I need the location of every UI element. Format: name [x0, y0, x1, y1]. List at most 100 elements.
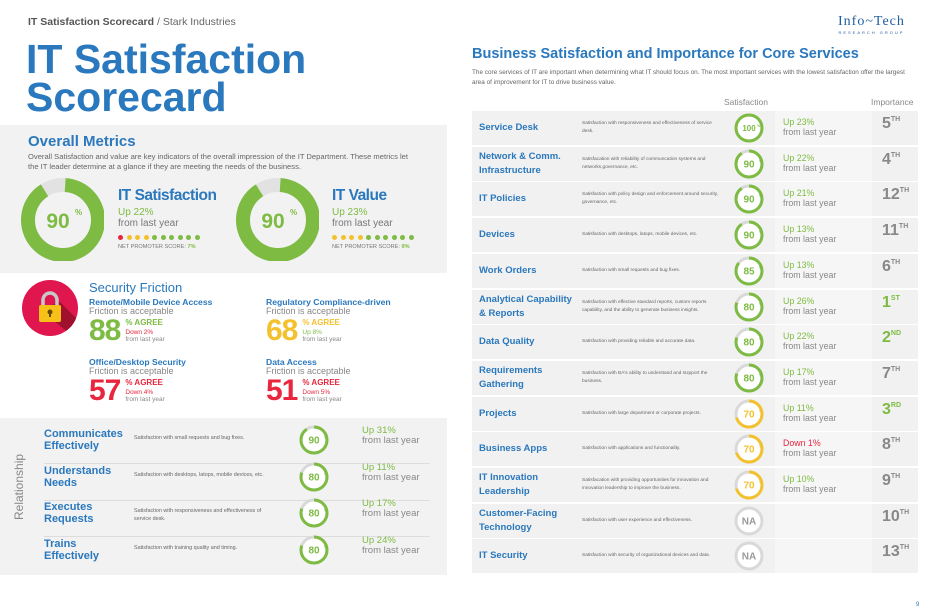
rank-suffix: ST	[890, 294, 900, 302]
service-change: Up 22% from last year	[783, 153, 836, 173]
rank-suffix: ND	[890, 330, 902, 338]
friction-item: Office/Desktop Security Friction is acce…	[89, 357, 259, 406]
percent-sign: %	[757, 124, 761, 128]
nps-dot	[340, 235, 346, 240]
satisfaction-gauge: 90%	[734, 184, 764, 214]
services-heading: Business Satisfaction and Importance for…	[472, 46, 859, 62]
friction-value: 51	[266, 374, 298, 407]
rank-suffix: TH	[899, 187, 910, 195]
friction-status: Friction is acceptable	[89, 306, 174, 316]
percent-sign: %	[324, 544, 328, 549]
nps-dot	[408, 235, 414, 240]
nps-dot	[332, 235, 337, 240]
row-name: Trains Effectively	[44, 537, 100, 562]
metric-from: from last year	[332, 218, 393, 229]
relationship-row: Communicates Effectively Satisfaction wi…	[44, 425, 430, 464]
change-from: from last year	[783, 448, 837, 459]
nps: NET PROMOTER SCORE: 7%	[118, 244, 238, 250]
change-from: from last year	[362, 508, 420, 519]
change-text: Up 22%	[783, 152, 815, 163]
change-from: from last year	[362, 435, 420, 446]
relationship-row: Executes Requests Satisfaction with resp…	[44, 498, 430, 537]
overall-metrics-heading: Overall Metrics	[28, 133, 136, 150]
nps-dot	[126, 235, 132, 240]
security-friction-heading: Security Friction	[89, 280, 183, 295]
service-row: Devices Satisfaction with desktops, lato…	[472, 218, 918, 253]
gauge-value: 70	[743, 445, 755, 456]
change-text: Up 21%	[783, 188, 815, 199]
friction-agree: % AGREE	[125, 318, 163, 327]
friction-from: from last year	[125, 336, 165, 343]
relationship-row: Understands Needs Satisfaction with desk…	[44, 462, 430, 501]
gauge-arc	[734, 184, 764, 214]
percent-sign: %	[759, 265, 763, 270]
service-name: Requirements Gathering	[479, 364, 543, 390]
satisfaction-gauge: NA	[734, 506, 764, 536]
gauge-value: 80	[743, 373, 755, 384]
nps-label: NET PROMOTER SCORE:	[332, 244, 402, 250]
service-change: Up 21% from last year	[783, 188, 836, 208]
satisfaction-gauge: 80%	[734, 292, 764, 321]
metric-change: Up 22%	[118, 207, 154, 218]
gauge-value: 90	[308, 436, 320, 447]
friction-value: 88	[89, 314, 121, 347]
importance-rank: 10TH	[882, 508, 909, 526]
nps-dot	[400, 235, 405, 240]
info-tech-logo: Info~Tech RESEARCH GROUP	[838, 14, 905, 35]
gauge-value: 70	[743, 481, 755, 492]
nps-value: 7%	[187, 244, 196, 250]
change-from: from last year	[783, 269, 837, 280]
gauge-arc	[734, 470, 764, 500]
service-description: Satisfaction with large department or co…	[582, 410, 701, 416]
metric-1: IT Value Up 23% from last year NET PROMO…	[332, 187, 452, 250]
service-change: Up 10% from last year	[783, 474, 836, 494]
service-name: Work Orders	[479, 264, 537, 276]
rank-number: 3	[882, 400, 891, 418]
nps-dot	[383, 235, 388, 240]
service-change: Up 22% from last year	[783, 331, 836, 351]
friction-item: Regulatory Compliance-driven Friction is…	[266, 297, 436, 346]
change-from: from last year	[783, 412, 837, 423]
metric-title: IT Satisfaction	[118, 187, 217, 204]
friction-item: Remote/Mobile Device Access Friction is …	[89, 297, 259, 346]
percent-sign: %	[759, 444, 763, 449]
service-change: Up 11% from last year	[783, 403, 836, 423]
gauge-arc	[299, 425, 329, 455]
change-text: Up 22%	[783, 331, 815, 342]
service-description: Satisfaction with BA's ability to unders…	[582, 370, 708, 384]
nps-dots	[332, 235, 452, 240]
gauge-arc	[734, 220, 764, 250]
service-description: Satisfacation with providing opportuniti…	[582, 478, 709, 491]
metric-from: from last year	[118, 218, 179, 229]
row-change: Up 24% from last year	[362, 535, 420, 556]
friction-change: Down 4%	[125, 389, 154, 396]
friction-change: Down 5%	[302, 389, 331, 396]
gauge-value: 80	[743, 338, 755, 349]
gauge-value: 80	[308, 472, 320, 483]
nps-dot	[186, 235, 191, 240]
metric-title: IT Value	[332, 187, 387, 204]
nps-dot	[177, 235, 183, 240]
padlock-icon	[22, 280, 78, 336]
percent-sign: %	[759, 158, 763, 163]
service-change: Up 13% from last year	[783, 224, 836, 244]
change-text: Up 10%	[783, 474, 815, 484]
change-from: from last year	[783, 376, 837, 387]
importance-rank: 3RD	[882, 401, 901, 419]
percent-sign: %	[759, 408, 763, 413]
donut-gauge: 90 %	[236, 178, 319, 261]
nps: NET PROMOTER SCORE: 9%	[332, 244, 452, 250]
importance-rank: 8TH	[882, 436, 900, 454]
satisfaction-gauge: 80%	[299, 535, 329, 564]
gauge-value: 80	[743, 302, 755, 313]
change-text: Up 17%	[783, 366, 815, 377]
rank-suffix: TH	[890, 151, 901, 159]
rank-suffix: TH	[898, 223, 909, 231]
change-from: from last year	[783, 127, 837, 137]
rank-number: 5	[882, 115, 891, 132]
change-text: Up 17%	[362, 498, 396, 509]
nps-dot	[169, 235, 174, 240]
friction-status: Friction is acceptable	[89, 366, 174, 376]
service-row: Requirements Gathering Satisfaction with…	[472, 360, 918, 395]
gauge-value: NA	[742, 516, 756, 527]
